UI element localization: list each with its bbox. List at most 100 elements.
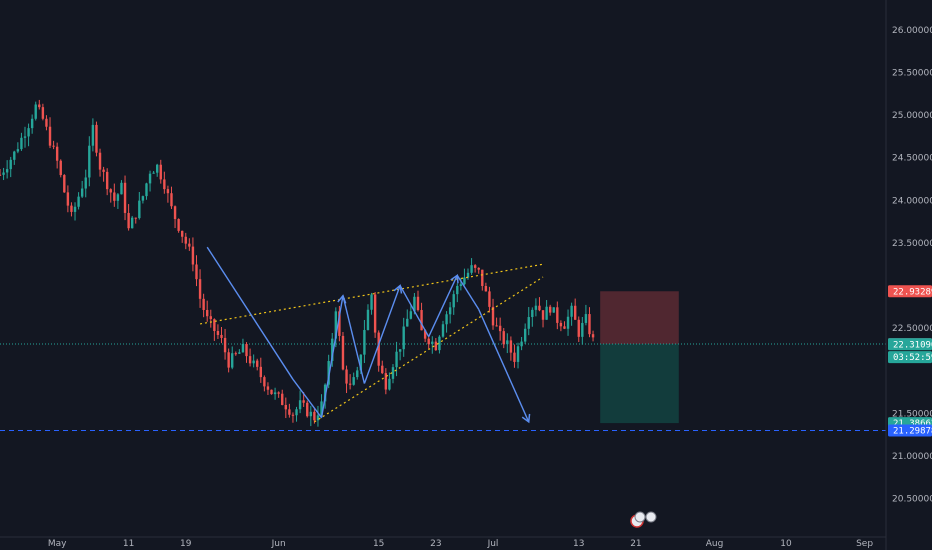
candle-body bbox=[452, 294, 455, 308]
lower-trendline[interactable] bbox=[314, 276, 544, 423]
candle-body bbox=[563, 326, 566, 329]
candle-body bbox=[220, 334, 223, 338]
candle-body bbox=[334, 311, 338, 339]
candle-body bbox=[470, 265, 473, 273]
candle-body bbox=[9, 159, 12, 170]
candle-body bbox=[356, 370, 359, 378]
candle-body bbox=[441, 324, 445, 337]
pattern-arrow-segment[interactable] bbox=[456, 274, 480, 310]
candle-body bbox=[102, 169, 105, 172]
price-tick-label: 24.50000 bbox=[892, 154, 932, 164]
pattern-arrow-segment[interactable] bbox=[292, 378, 323, 419]
pattern-arrow-segment[interactable] bbox=[320, 294, 347, 418]
candle-body bbox=[398, 349, 402, 352]
candle-body bbox=[495, 325, 498, 327]
candle-body bbox=[402, 326, 405, 350]
candlestick-series bbox=[0, 99, 595, 427]
time-tick-label: 13 bbox=[573, 539, 584, 549]
time-tick-label: 19 bbox=[180, 539, 192, 549]
candle-body bbox=[352, 377, 355, 385]
candle-body bbox=[252, 360, 255, 364]
pattern-drawings[interactable] bbox=[199, 246, 544, 424]
candle-body bbox=[459, 284, 463, 286]
candle-body bbox=[213, 319, 216, 332]
candle-body bbox=[70, 205, 73, 212]
candle-body bbox=[341, 335, 345, 370]
candle-body bbox=[173, 206, 177, 220]
events-icon[interactable] bbox=[630, 511, 657, 528]
pattern-arrow-segment[interactable] bbox=[363, 284, 403, 384]
pattern-arrow-segment[interactable] bbox=[428, 273, 459, 337]
candle-body bbox=[266, 386, 270, 390]
candle-body bbox=[573, 305, 577, 320]
price-tick-label: 21.00000 bbox=[892, 452, 932, 462]
candle-body bbox=[134, 217, 137, 219]
candle-body bbox=[88, 145, 91, 178]
price-tick-label: 26.00000 bbox=[892, 26, 932, 36]
candle-body bbox=[409, 311, 413, 319]
candle-body bbox=[348, 383, 352, 385]
candle-body bbox=[541, 310, 545, 320]
candle-body bbox=[163, 179, 166, 190]
time-tick-label: 23 bbox=[430, 539, 441, 549]
candle-body bbox=[105, 171, 109, 190]
price-scale[interactable]: 26.00000 25.50000 25.00000 24.50000 24.00000… bbox=[892, 26, 932, 505]
candle-body bbox=[170, 193, 173, 207]
candle-body bbox=[448, 307, 452, 315]
candle-body bbox=[248, 356, 252, 364]
horizontal-levels bbox=[0, 343, 886, 432]
candle-body bbox=[373, 294, 377, 333]
time-scale[interactable]: May 11 19 Jun 15 23 Jul 13 21 Aug 10 Sep bbox=[48, 539, 873, 549]
candle-body bbox=[388, 378, 391, 390]
candle-body bbox=[177, 219, 180, 231]
pattern-arrow-segment[interactable] bbox=[342, 295, 366, 384]
candle-body bbox=[591, 334, 595, 338]
candle-body bbox=[55, 146, 59, 161]
candle-body bbox=[538, 305, 541, 311]
time-tick-label: Sep bbox=[856, 539, 873, 549]
candle-body bbox=[188, 243, 191, 247]
candle-body bbox=[73, 206, 77, 212]
candle-body bbox=[120, 182, 123, 195]
candle-body bbox=[456, 285, 459, 295]
candle-body bbox=[231, 353, 234, 368]
candle-body bbox=[113, 192, 116, 201]
candle-body bbox=[320, 401, 323, 416]
stop-loss-zone[interactable] bbox=[600, 291, 679, 344]
price-tag-box bbox=[888, 351, 932, 364]
candle-body bbox=[281, 393, 284, 405]
candle-body bbox=[34, 104, 37, 119]
candle-body bbox=[16, 149, 20, 152]
candle-body bbox=[438, 336, 441, 351]
pattern-arrow-segment[interactable] bbox=[478, 309, 531, 424]
candle-body bbox=[506, 340, 509, 345]
candle-body bbox=[98, 152, 102, 170]
upper-trendline[interactable] bbox=[199, 263, 544, 325]
short-position-tool[interactable] bbox=[600, 291, 679, 424]
candle-body bbox=[477, 267, 480, 270]
price-tick-label: 22.50000 bbox=[892, 324, 932, 334]
candle-body bbox=[366, 309, 370, 330]
candle-body bbox=[302, 400, 305, 403]
candle-body bbox=[391, 367, 395, 379]
pattern-arrow-segment[interactable] bbox=[206, 246, 294, 380]
candle-body bbox=[513, 352, 516, 362]
candle-body bbox=[298, 400, 302, 410]
candle-body bbox=[523, 328, 527, 342]
candle-body bbox=[413, 296, 416, 312]
price-tag-label: 21.29878 bbox=[893, 427, 932, 437]
time-tick-label: 10 bbox=[780, 539, 792, 549]
pattern-arrow-segment[interactable] bbox=[399, 285, 430, 338]
take-profit-zone[interactable] bbox=[600, 343, 679, 424]
candle-body bbox=[116, 194, 120, 201]
candle-body bbox=[338, 311, 341, 336]
candle-body bbox=[331, 338, 334, 362]
price-tag-label: 22.93289 bbox=[893, 287, 932, 297]
price-tag-box bbox=[888, 338, 932, 351]
candle-body bbox=[13, 151, 16, 160]
candle-body bbox=[84, 177, 87, 189]
candle-body bbox=[206, 309, 209, 317]
time-tick-label: 15 bbox=[373, 539, 384, 549]
candle-body bbox=[123, 182, 127, 213]
